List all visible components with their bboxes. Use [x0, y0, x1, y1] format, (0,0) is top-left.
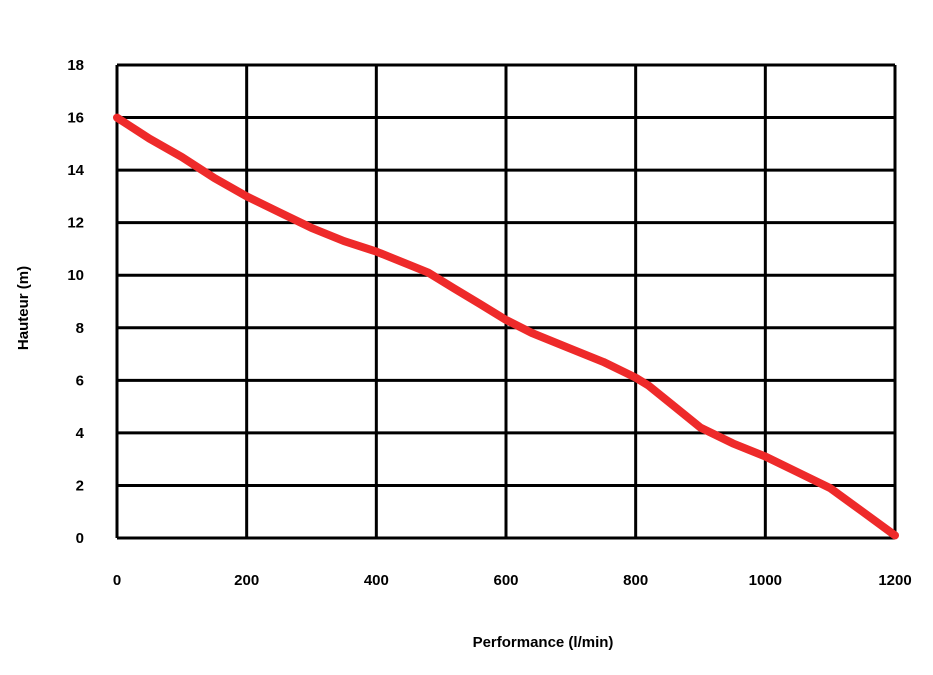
y-tick-label: 16 — [67, 110, 84, 127]
x-tick-label: 400 — [364, 572, 389, 589]
x-tick-labels: 0 200 400 600 800 1000 1200 — [113, 572, 912, 589]
x-tick-label: 1200 — [878, 572, 911, 589]
grid — [115, 63, 897, 540]
y-tick-label: 6 — [76, 372, 84, 389]
series-layer — [113, 113, 899, 540]
y-tick-label: 4 — [76, 425, 85, 442]
x-tick-label: 0 — [113, 572, 121, 589]
y-tick-labels: 0 2 4 6 8 10 12 14 16 18 — [67, 57, 84, 547]
y-tick-label: 18 — [67, 57, 84, 74]
y-tick-label: 10 — [67, 267, 84, 284]
y-tick-label: 2 — [76, 477, 84, 494]
x-tick-label: 1000 — [749, 572, 782, 589]
y-tick-label: 8 — [76, 320, 84, 337]
x-tick-label: 600 — [493, 572, 518, 589]
y-tick-label: 14 — [67, 162, 84, 179]
x-tick-label: 800 — [623, 572, 648, 589]
y-tick-label: 0 — [76, 530, 84, 547]
series-line — [113, 113, 899, 540]
y-tick-label: 12 — [67, 215, 84, 232]
x-axis-title: Performance (l/min) — [473, 634, 614, 651]
y-axis-title: Hauteur (m) — [15, 266, 32, 350]
x-tick-label: 200 — [234, 572, 259, 589]
